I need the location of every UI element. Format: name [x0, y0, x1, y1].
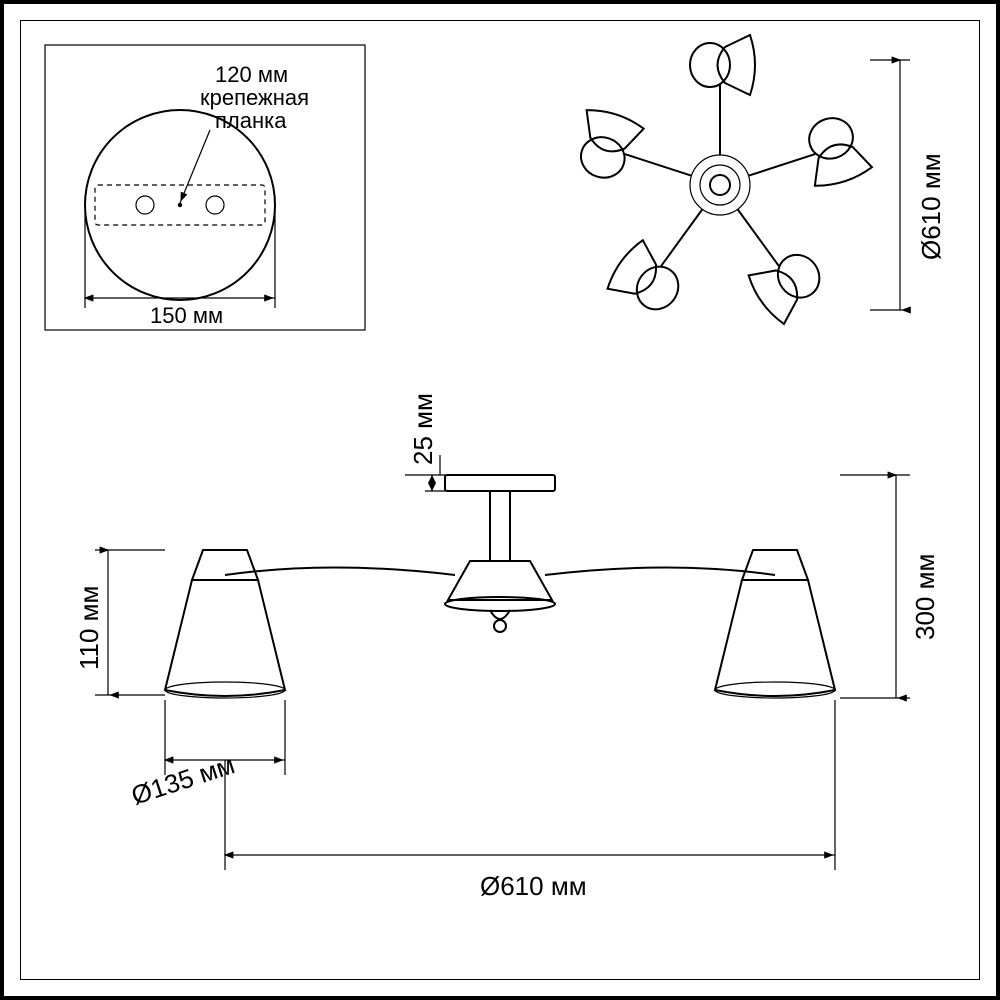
inner-frame	[20, 20, 980, 980]
